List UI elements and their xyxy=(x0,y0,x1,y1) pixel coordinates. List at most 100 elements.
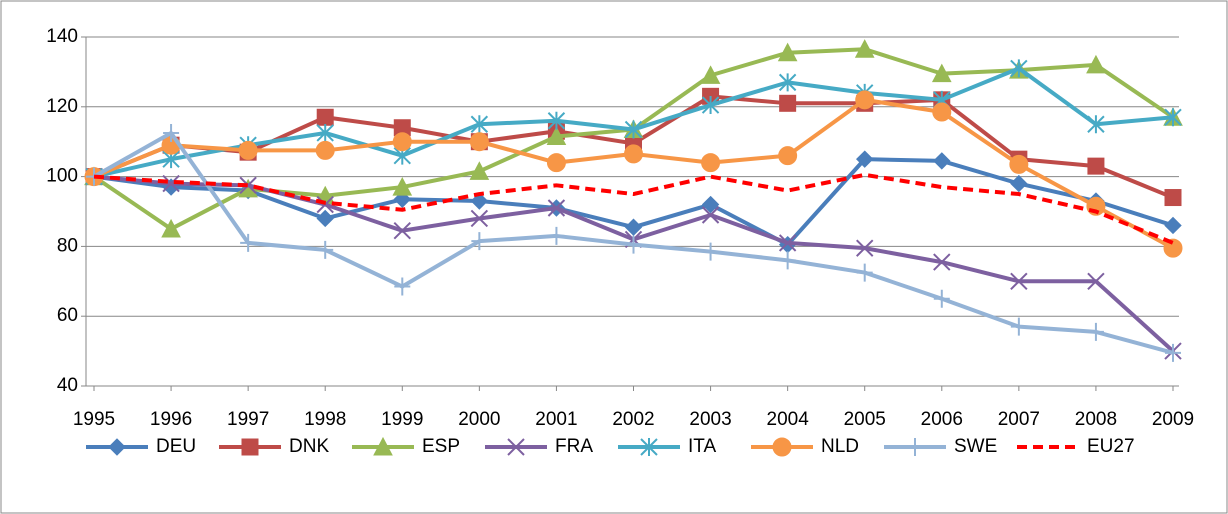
legend-item: ESP xyxy=(352,436,460,457)
marker xyxy=(1010,59,1028,78)
legend-label: FRA xyxy=(555,436,593,457)
legend-label: NLD xyxy=(821,436,859,457)
marker xyxy=(373,436,393,456)
x-tick-label: 2003 xyxy=(689,409,731,430)
marker xyxy=(316,108,334,126)
x-tick-label: 2001 xyxy=(535,409,577,430)
marker xyxy=(1087,157,1105,175)
marker xyxy=(469,161,490,180)
x-tick-label: 2004 xyxy=(767,409,810,430)
y-tick-label: 80 xyxy=(57,235,78,256)
marker xyxy=(772,437,792,457)
marker xyxy=(470,115,489,134)
y-tick-label: 120 xyxy=(46,96,78,117)
marker xyxy=(856,239,874,257)
marker xyxy=(315,140,335,160)
legend-item: NLD xyxy=(751,436,859,457)
x-tick-label: 2000 xyxy=(458,409,500,430)
marker xyxy=(239,176,257,195)
marker xyxy=(624,120,643,139)
marker xyxy=(393,221,411,240)
marker xyxy=(1010,174,1028,193)
marker xyxy=(469,132,489,152)
marker xyxy=(394,277,411,296)
marker xyxy=(932,102,952,122)
marker xyxy=(778,146,798,166)
marker xyxy=(933,152,951,170)
marker xyxy=(316,123,334,142)
marker xyxy=(161,218,181,238)
series-line xyxy=(93,172,1174,245)
marker xyxy=(392,177,413,196)
marker xyxy=(1010,272,1028,291)
y-tick-label: 140 xyxy=(46,26,78,47)
legend-label: SWE xyxy=(954,436,997,457)
marker xyxy=(240,233,257,252)
x-tick-label: 1998 xyxy=(304,409,346,430)
marker xyxy=(1165,343,1181,362)
marker xyxy=(625,235,642,254)
legend-item: EU27 xyxy=(1017,436,1135,457)
marker xyxy=(1010,317,1027,336)
marker xyxy=(1009,154,1029,174)
marker xyxy=(241,438,259,456)
x-tick-label: 2008 xyxy=(1075,409,1117,430)
marker xyxy=(777,42,798,62)
marker xyxy=(701,195,720,214)
marker xyxy=(856,150,874,168)
marker xyxy=(238,140,258,160)
marker xyxy=(162,174,180,193)
legend-label: ITA xyxy=(688,436,716,457)
marker xyxy=(907,438,923,456)
legend-item: DEU xyxy=(86,436,196,457)
marker xyxy=(163,123,180,142)
marker xyxy=(931,63,952,83)
marker xyxy=(855,90,875,110)
marker xyxy=(778,234,797,252)
x-tick-label: 2005 xyxy=(844,409,886,430)
marker xyxy=(779,94,797,112)
marker xyxy=(701,153,721,173)
x-tick-label: 1996 xyxy=(150,409,192,430)
marker xyxy=(471,232,488,251)
marker xyxy=(933,253,951,271)
legend-label: DEU xyxy=(156,436,196,457)
marker xyxy=(1087,322,1104,341)
marker xyxy=(317,240,334,259)
marker xyxy=(778,73,797,92)
marker xyxy=(701,206,720,224)
marker xyxy=(507,438,525,456)
marker xyxy=(470,209,489,228)
x-tick-label: 2007 xyxy=(998,409,1040,430)
marker xyxy=(546,126,567,145)
marker xyxy=(1164,216,1182,235)
x-tick-label: 1995 xyxy=(73,409,115,430)
marker xyxy=(624,144,643,164)
marker xyxy=(546,153,566,173)
y-tick-label: 60 xyxy=(57,305,78,326)
marker xyxy=(854,39,875,58)
y-tick-label: 40 xyxy=(57,375,78,396)
marker xyxy=(1164,189,1182,207)
legend-item: SWE xyxy=(884,436,997,457)
marker xyxy=(548,226,565,245)
marker xyxy=(701,96,720,115)
legend-item: DNK xyxy=(219,436,329,457)
marker xyxy=(547,111,566,130)
legend-item: ITA xyxy=(618,436,716,457)
marker xyxy=(470,192,489,210)
marker xyxy=(1087,115,1105,134)
marker xyxy=(702,242,719,261)
legend-label: DNK xyxy=(289,436,329,457)
marker xyxy=(640,438,658,456)
marker xyxy=(856,263,873,282)
marker xyxy=(108,438,126,456)
x-tick-label: 2006 xyxy=(921,409,963,430)
marker xyxy=(1087,272,1105,291)
marker xyxy=(933,289,950,308)
marker xyxy=(1164,108,1182,127)
legend-label: ESP xyxy=(422,436,460,457)
y-tick-label: 100 xyxy=(46,166,78,187)
